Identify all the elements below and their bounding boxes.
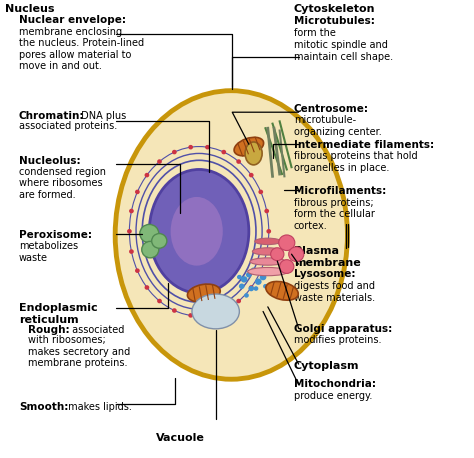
Circle shape — [152, 234, 167, 248]
Ellipse shape — [245, 142, 262, 165]
Text: makes lipids.: makes lipids. — [65, 402, 132, 412]
Ellipse shape — [149, 169, 249, 293]
Circle shape — [157, 299, 162, 303]
Circle shape — [248, 286, 254, 291]
Circle shape — [237, 299, 241, 303]
Text: Microfilaments:: Microfilaments: — [294, 186, 386, 196]
Text: Endoplasmic
reticulum: Endoplasmic reticulum — [19, 303, 98, 325]
Ellipse shape — [266, 282, 298, 300]
Circle shape — [188, 313, 193, 318]
Circle shape — [289, 247, 304, 262]
Text: Nucleus: Nucleus — [5, 4, 54, 14]
Circle shape — [142, 241, 159, 258]
Text: metabolizes
waste: metabolizes waste — [19, 241, 78, 262]
Text: Lysosome:: Lysosome: — [294, 269, 356, 279]
Circle shape — [172, 308, 177, 313]
Circle shape — [145, 173, 149, 177]
Circle shape — [157, 159, 162, 164]
Circle shape — [249, 285, 254, 290]
Circle shape — [264, 209, 269, 213]
Text: associated: associated — [69, 325, 124, 335]
Ellipse shape — [252, 248, 283, 255]
Text: digests food and
waste materials.: digests food and waste materials. — [294, 281, 375, 303]
Circle shape — [205, 313, 210, 318]
Text: Nucleolus:: Nucleolus: — [19, 156, 81, 166]
Circle shape — [237, 159, 241, 164]
Circle shape — [129, 209, 134, 213]
Ellipse shape — [255, 238, 281, 245]
Circle shape — [254, 286, 258, 291]
Circle shape — [135, 190, 140, 194]
Circle shape — [135, 268, 140, 273]
Text: DNA plus: DNA plus — [78, 111, 127, 121]
Circle shape — [271, 248, 284, 261]
Text: Cytoplasm: Cytoplasm — [294, 361, 359, 371]
Circle shape — [221, 150, 226, 154]
Circle shape — [255, 278, 262, 285]
Text: Nuclear envelope:: Nuclear envelope: — [19, 15, 126, 25]
Circle shape — [263, 284, 268, 289]
Ellipse shape — [234, 137, 264, 156]
Circle shape — [249, 173, 254, 177]
Ellipse shape — [171, 197, 223, 266]
Circle shape — [129, 249, 134, 254]
Circle shape — [237, 275, 242, 279]
Text: modifies proteins.: modifies proteins. — [294, 335, 382, 345]
Text: fibrous proteins that hold
organelles in place.: fibrous proteins that hold organelles in… — [294, 151, 418, 173]
Circle shape — [246, 272, 252, 278]
Text: Golgi apparatus:: Golgi apparatus: — [294, 324, 392, 334]
Circle shape — [279, 235, 295, 251]
Circle shape — [264, 249, 269, 254]
Ellipse shape — [250, 258, 285, 265]
Text: microtubule-
organizing center.: microtubule- organizing center. — [294, 115, 382, 137]
Circle shape — [188, 145, 193, 149]
Circle shape — [140, 224, 159, 243]
Text: Smooth:: Smooth: — [19, 402, 68, 412]
Circle shape — [239, 284, 245, 289]
Circle shape — [258, 268, 264, 274]
Circle shape — [280, 260, 294, 273]
Circle shape — [145, 285, 149, 290]
Text: produce energy.: produce energy. — [294, 391, 372, 401]
Text: Intermediate filaments:: Intermediate filaments: — [294, 140, 434, 150]
Ellipse shape — [247, 267, 288, 276]
Text: Cytoskeleton: Cytoskeleton — [294, 4, 375, 14]
Text: form the
mitotic spindle and
maintain cell shape.: form the mitotic spindle and maintain ce… — [294, 28, 393, 61]
Text: Mitochondria:: Mitochondria: — [294, 379, 376, 389]
Text: Centrosome:: Centrosome: — [294, 104, 369, 114]
Text: condensed region
where ribosomes
are formed.: condensed region where ribosomes are for… — [19, 167, 106, 200]
Text: Plasma
membrane: Plasma membrane — [294, 246, 361, 268]
Ellipse shape — [192, 294, 239, 329]
Text: Chromatin:: Chromatin: — [19, 111, 84, 121]
Text: Vacuole: Vacuole — [155, 433, 205, 443]
Ellipse shape — [115, 91, 347, 379]
Circle shape — [258, 190, 263, 194]
Circle shape — [251, 267, 256, 273]
Text: with ribosomes;
makes secretory and
membrane proteins.: with ribosomes; makes secretory and memb… — [28, 335, 131, 368]
Circle shape — [258, 268, 263, 273]
Text: Rough:: Rough: — [28, 325, 70, 335]
Circle shape — [244, 293, 249, 298]
Text: membrane enclosing
the nucleus. Protein-lined
pores allow material to
move in an: membrane enclosing the nucleus. Protein-… — [19, 27, 144, 71]
Circle shape — [205, 145, 210, 149]
Circle shape — [260, 274, 266, 280]
Text: associated proteins.: associated proteins. — [19, 121, 117, 131]
Ellipse shape — [187, 284, 220, 302]
Circle shape — [221, 308, 226, 313]
Circle shape — [266, 229, 271, 234]
Circle shape — [172, 150, 177, 154]
Text: Microtubules:: Microtubules: — [294, 16, 375, 26]
Circle shape — [127, 229, 132, 234]
Circle shape — [241, 276, 247, 283]
Text: Peroxisome:: Peroxisome: — [19, 230, 92, 240]
Text: fibrous proteins;
form the cellular
cortex.: fibrous proteins; form the cellular cort… — [294, 198, 375, 231]
